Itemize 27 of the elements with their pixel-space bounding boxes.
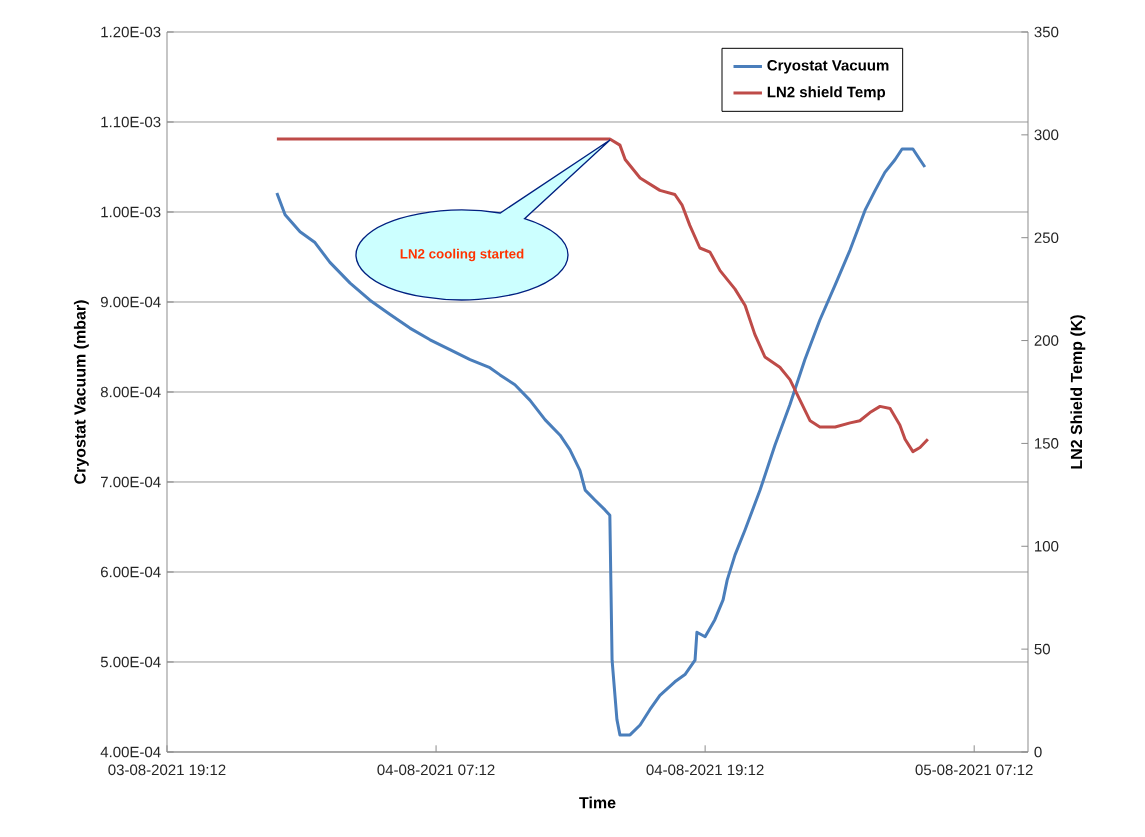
y-tick-label: 4.00E-04 [100,746,161,758]
y-tick-label: 1.00E-03 [101,206,161,218]
y2-tick-label: 100 [1035,540,1059,552]
x-tick-label: 04-08-2021 19:12 [646,764,764,776]
y-tick-label: 6.00E-04 [101,566,161,578]
legend-label: Cryostat Vacuum [767,59,889,74]
y-tick-label: 5.00E-04 [100,656,161,668]
y-tick-label: 7.00E-04 [101,476,161,488]
legend-label: LN2 shield Temp [767,86,886,101]
y2-tick-label: 150 [1035,438,1059,449]
y2-tick-label: 0 [1034,746,1042,758]
y-tick-label: 9.00E-04 [100,296,161,308]
x-tick-label: 04-08-2021 07:12 [377,764,495,776]
y2-axis-title: LN2 Shield Temp (K) [1070,315,1086,469]
x-axis-title: Time [579,796,616,809]
y2-tick-label: 50 [1034,643,1050,655]
annotation: LN2 cooling started [400,248,524,262]
y-tick-label: 1.20E-03 [101,26,161,38]
y-tick-label: 8.00E-04 [100,386,161,398]
y-axis-title: Cryostat Vacuum (mbar) [73,300,89,484]
y2-tick-label: 200 [1034,335,1059,346]
y2-tick-label: 350 [1034,26,1059,38]
x-tick-label: 03-08-2021 19:12 [108,764,226,776]
y2-tick-label: 250 [1034,232,1059,244]
y2-tick-label: 300 [1034,129,1059,141]
x-tick-label: 05-08-2021 07:12 [915,764,1033,776]
y-tick-label: 1.10E-03 [101,116,161,128]
